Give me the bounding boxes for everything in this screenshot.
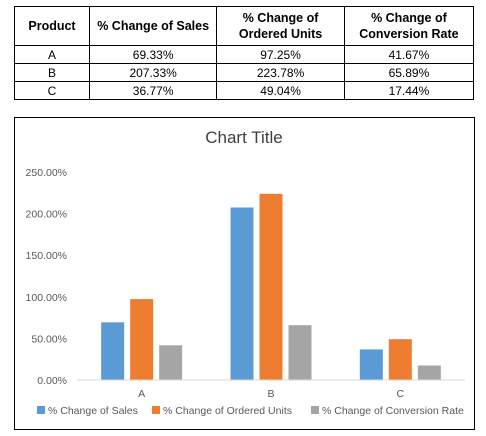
x-tick-label: B (267, 388, 274, 400)
cell-sales: 69.33% (88, 45, 218, 64)
header-ordered-units: % Change of Ordered Units (216, 6, 345, 46)
bars (101, 193, 441, 380)
bar-b-series-2 (259, 193, 283, 380)
y-tick-label: 200.00% (26, 209, 67, 221)
cell-product: C (14, 81, 90, 100)
cell-ordered-units: 223.78% (216, 63, 345, 82)
bar-a-series-2 (130, 299, 154, 380)
table-row: C 36.77% 49.04% 17.44% (14, 81, 475, 100)
legend: % Change of Sales % Change of Ordered Uni… (37, 405, 464, 417)
bar-a-series-1 (101, 322, 125, 380)
y-tick-label: 250.00% (26, 167, 67, 179)
cell-conversion-rate: 65.89% (343, 63, 475, 82)
x-tick-label: C (397, 388, 405, 400)
header-conversion-rate: % Change of Conversion Rate (343, 6, 475, 46)
data-table: Product % Change of Sales % Change of Or… (14, 6, 475, 100)
y-tick-label: 0.00% (37, 375, 67, 387)
header-sales: % Change of Sales (88, 6, 218, 46)
table-row: A 69.33% 97.25% 41.67% (14, 45, 475, 64)
cell-ordered-units: 97.25% (216, 45, 345, 64)
y-axis-labels: 0.00% 50.00% 100.00% 150.00% 200.00% 250.00% (26, 167, 67, 387)
cell-conversion-rate: 17.44% (343, 81, 475, 100)
x-tick-label: A (138, 388, 145, 400)
y-tick-label: 100.00% (26, 292, 67, 304)
legend-swatch (37, 406, 45, 414)
legend-swatch (152, 406, 160, 414)
legend-label: % Change of Sales (48, 405, 138, 417)
cell-sales: 207.33% (88, 63, 218, 82)
chart-frame: Chart Title 0.00% 50.00% 100.00% 150.00% 200… (14, 117, 475, 430)
legend-swatch (311, 406, 319, 414)
y-tick-label: 150.00% (26, 250, 67, 262)
x-axis-labels: A B C (138, 388, 404, 400)
header-product: Product (14, 6, 90, 46)
bar-c-series-2 (388, 339, 412, 380)
cell-conversion-rate: 41.67% (343, 45, 475, 64)
legend-label: % Change of Ordered Units (163, 405, 292, 417)
table-row: B 207.33% 223.78% 65.89% (14, 63, 475, 82)
bar-a-series-3 (159, 345, 183, 380)
legend-label: % Change of Conversion Rate (322, 405, 464, 417)
bar-chart: Chart Title 0.00% 50.00% 100.00% 150.00% 200… (26, 128, 465, 417)
bar-b-series-3 (288, 325, 312, 380)
table-header-row: Product % Change of Sales % Change of Or… (14, 6, 475, 46)
bar-c-series-1 (359, 349, 383, 380)
cell-ordered-units: 49.04% (216, 81, 345, 100)
y-tick-label: 50.00% (31, 333, 67, 345)
cell-product: B (14, 63, 90, 82)
chart-title: Chart Title (205, 128, 282, 147)
cell-product: A (14, 45, 90, 64)
bar-b-series-1 (230, 207, 254, 380)
cell-sales: 36.77% (88, 81, 218, 100)
bar-c-series-3 (417, 365, 441, 380)
